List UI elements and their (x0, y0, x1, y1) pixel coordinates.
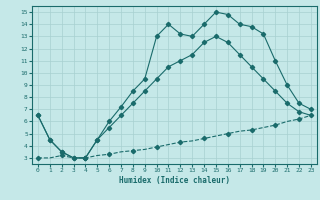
X-axis label: Humidex (Indice chaleur): Humidex (Indice chaleur) (119, 176, 230, 185)
